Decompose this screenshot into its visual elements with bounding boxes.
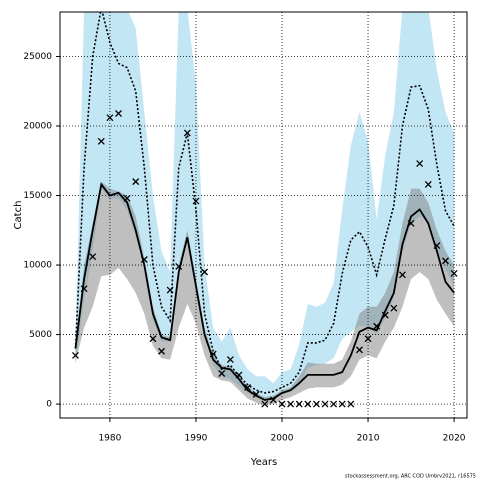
confidence-band (75, 12, 455, 400)
observed-point (201, 268, 209, 276)
observed-point (304, 400, 312, 408)
observed-point (183, 129, 191, 137)
x-tick-label: 1990 (185, 434, 208, 444)
observed-point (407, 219, 415, 227)
observed-point (399, 271, 406, 279)
observed-point (158, 347, 165, 355)
y-tick-label: 10000 (23, 261, 52, 271)
x-tick-label: 1980 (98, 434, 121, 444)
plot-frame (59, 11, 468, 419)
observed-point (89, 253, 97, 261)
y-axis-label: Catch (13, 201, 24, 230)
observed-point (132, 178, 140, 186)
estimate-line (74, 12, 455, 394)
observed-point (364, 335, 372, 343)
observed-point (209, 350, 217, 358)
observed-point (312, 400, 320, 408)
observed-point (97, 137, 105, 145)
y-tick-label: 0 (46, 400, 52, 410)
x-tick-label: 2010 (357, 434, 380, 444)
y-tick-label: 15000 (23, 191, 52, 201)
observed-point (321, 400, 329, 408)
plot-area (72, 12, 458, 408)
observed-point (287, 400, 295, 408)
observed-point (226, 356, 234, 364)
observed-point (115, 110, 122, 117)
observed-point (252, 390, 260, 398)
observed-point (80, 285, 88, 293)
y-tick-label: 20000 (23, 122, 52, 132)
observed-point (72, 351, 79, 359)
observed-point (295, 400, 303, 408)
observed-point (442, 257, 449, 265)
x-axis-label: Years (250, 457, 277, 468)
observed-point (424, 180, 432, 188)
observed-point (381, 311, 389, 319)
observed-point (149, 335, 157, 343)
observed-point (235, 371, 243, 379)
observed-point (373, 322, 381, 330)
observed-point (433, 242, 441, 250)
observed-point (166, 286, 174, 294)
observed-point (416, 160, 424, 168)
y-tick-label: 25000 (23, 52, 52, 62)
observed-point (175, 262, 183, 270)
observed-point (355, 346, 363, 354)
observed-point (244, 383, 252, 391)
observed-point (347, 400, 355, 408)
observed-point (218, 370, 226, 377)
observed-point (390, 304, 398, 312)
x-tick-label: 2020 (443, 434, 466, 444)
observed-point (140, 256, 148, 263)
y-tick-label: 5000 (29, 330, 52, 340)
footnote: stockassessment.org, ARC COD Umbrv2021, … (345, 474, 476, 480)
estimate-line (74, 182, 455, 401)
observed-point (123, 194, 131, 202)
observed-point (269, 396, 277, 404)
x-tick-label: 2000 (271, 434, 294, 444)
